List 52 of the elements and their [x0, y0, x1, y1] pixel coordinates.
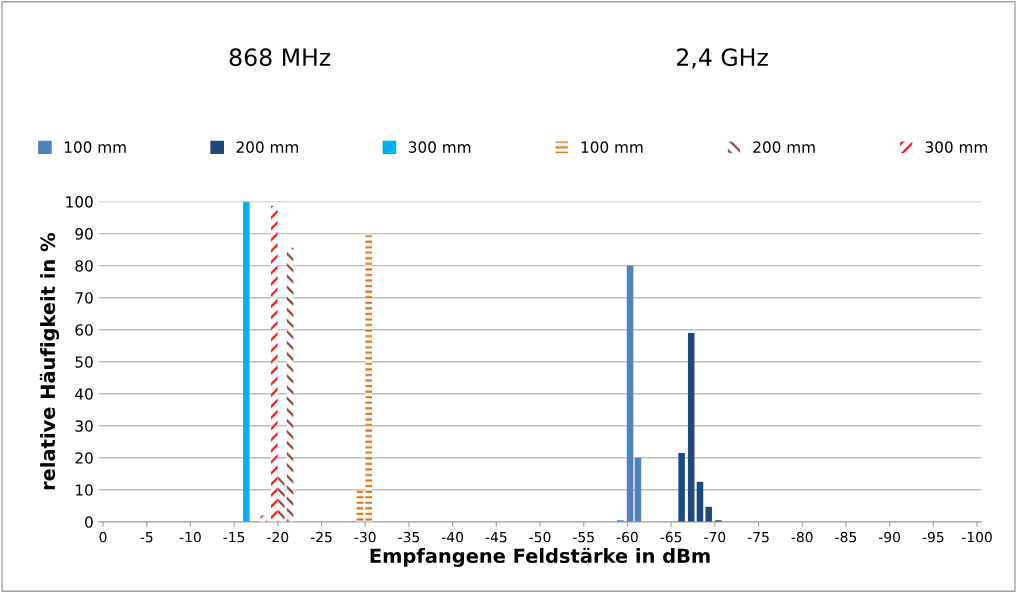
x-tick-label: -30	[354, 531, 376, 543]
y-tick-label: 70	[75, 292, 93, 304]
bar	[286, 247, 294, 522]
x-tick-label: -10	[179, 531, 201, 543]
x-tick-label: -50	[529, 531, 551, 543]
y-tick-label: 100	[66, 196, 93, 208]
text: 868 MHz	[229, 48, 331, 67]
y-tick-label: 20	[75, 452, 93, 464]
y-tick-label: 10	[76, 484, 93, 496]
bar	[626, 265, 634, 522]
x-tick-label: -15	[223, 531, 245, 543]
y-axis-title: relative Häufigkeit in %	[39, 233, 60, 490]
x-tick-label: -25	[310, 531, 332, 543]
y-tick-label: 40	[75, 388, 93, 400]
bar	[365, 233, 372, 522]
x-tick-label: -35	[398, 531, 420, 543]
y-tick-label: 80	[75, 260, 93, 272]
legend-label: 100 mm	[581, 141, 643, 153]
x-axis-title: Empfangene Feldstärke in dBm	[370, 547, 710, 568]
y-tick-label: 60	[75, 324, 93, 336]
x-tick-label: -85	[835, 531, 857, 543]
x-tick-label: -55	[573, 531, 594, 543]
bar	[278, 474, 285, 522]
bar	[243, 201, 250, 522]
bar	[705, 506, 712, 522]
x-tick-label: 0	[99, 531, 107, 543]
x-tick-label: -20	[267, 531, 289, 543]
x-tick-label: -100	[961, 531, 992, 543]
x-tick-label: -95	[922, 531, 944, 543]
text: 2,4 GHz	[677, 48, 768, 69]
x-tick-label: -40	[441, 531, 464, 543]
legend-label: 300 mm	[925, 141, 987, 153]
bar	[678, 452, 685, 522]
x-tick-label: -5	[140, 531, 153, 543]
bar	[687, 332, 695, 522]
y-tick-label: 50	[75, 356, 93, 368]
x-tick-label: -45	[485, 531, 507, 543]
legend-label: 300 mm	[408, 141, 471, 153]
legend-label: 200 mm	[236, 141, 298, 153]
x-tick-label: -60	[616, 531, 638, 543]
x-tick-label: -65	[660, 531, 682, 543]
x-tick-label: -80	[791, 531, 813, 543]
x-tick-label: -75	[747, 531, 769, 543]
legend-label: 100 mm	[64, 141, 126, 153]
y-tick-label: 30	[75, 420, 93, 432]
bar	[634, 457, 642, 522]
y-tick-label: 0	[85, 516, 93, 528]
x-tick-label: -90	[878, 531, 901, 543]
bar	[271, 205, 278, 522]
y-tick-label: 90	[75, 228, 93, 240]
legend-label: 200 mm	[753, 141, 815, 153]
x-tick-label: -70	[704, 531, 726, 543]
